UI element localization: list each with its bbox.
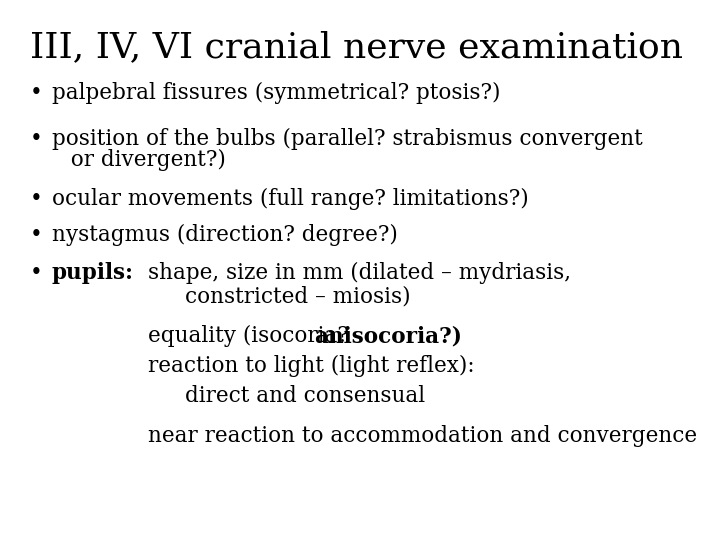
Text: •: • [30, 262, 42, 284]
Text: reaction to light (light reflex):: reaction to light (light reflex): [148, 355, 474, 377]
Text: nystagmus (direction? degree?): nystagmus (direction? degree?) [52, 224, 398, 246]
Text: anisocoria?): anisocoria?) [314, 325, 462, 347]
Text: position of the bulbs (parallel? strabismus convergent: position of the bulbs (parallel? strabis… [52, 128, 643, 150]
Text: •: • [30, 188, 42, 210]
Text: equality (isocoria?: equality (isocoria? [148, 325, 356, 347]
Text: ocular movements (full range? limitations?): ocular movements (full range? limitation… [52, 188, 528, 210]
Text: palpebral fissures (symmetrical? ptosis?): palpebral fissures (symmetrical? ptosis?… [52, 82, 500, 104]
Text: •: • [30, 224, 42, 246]
Text: direct and consensual: direct and consensual [185, 385, 425, 407]
Text: shape, size in mm (dilated – mydriasis,: shape, size in mm (dilated – mydriasis, [148, 262, 571, 284]
Text: •: • [30, 128, 42, 150]
Text: near reaction to accommodation and convergence: near reaction to accommodation and conve… [148, 425, 697, 447]
Text: pupils:: pupils: [52, 262, 134, 284]
Text: III, IV, VI cranial nerve examination: III, IV, VI cranial nerve examination [30, 30, 683, 64]
Text: constricted – miosis): constricted – miosis) [185, 285, 410, 307]
Text: •: • [30, 82, 42, 104]
Text: or divergent?): or divergent?) [57, 149, 226, 171]
